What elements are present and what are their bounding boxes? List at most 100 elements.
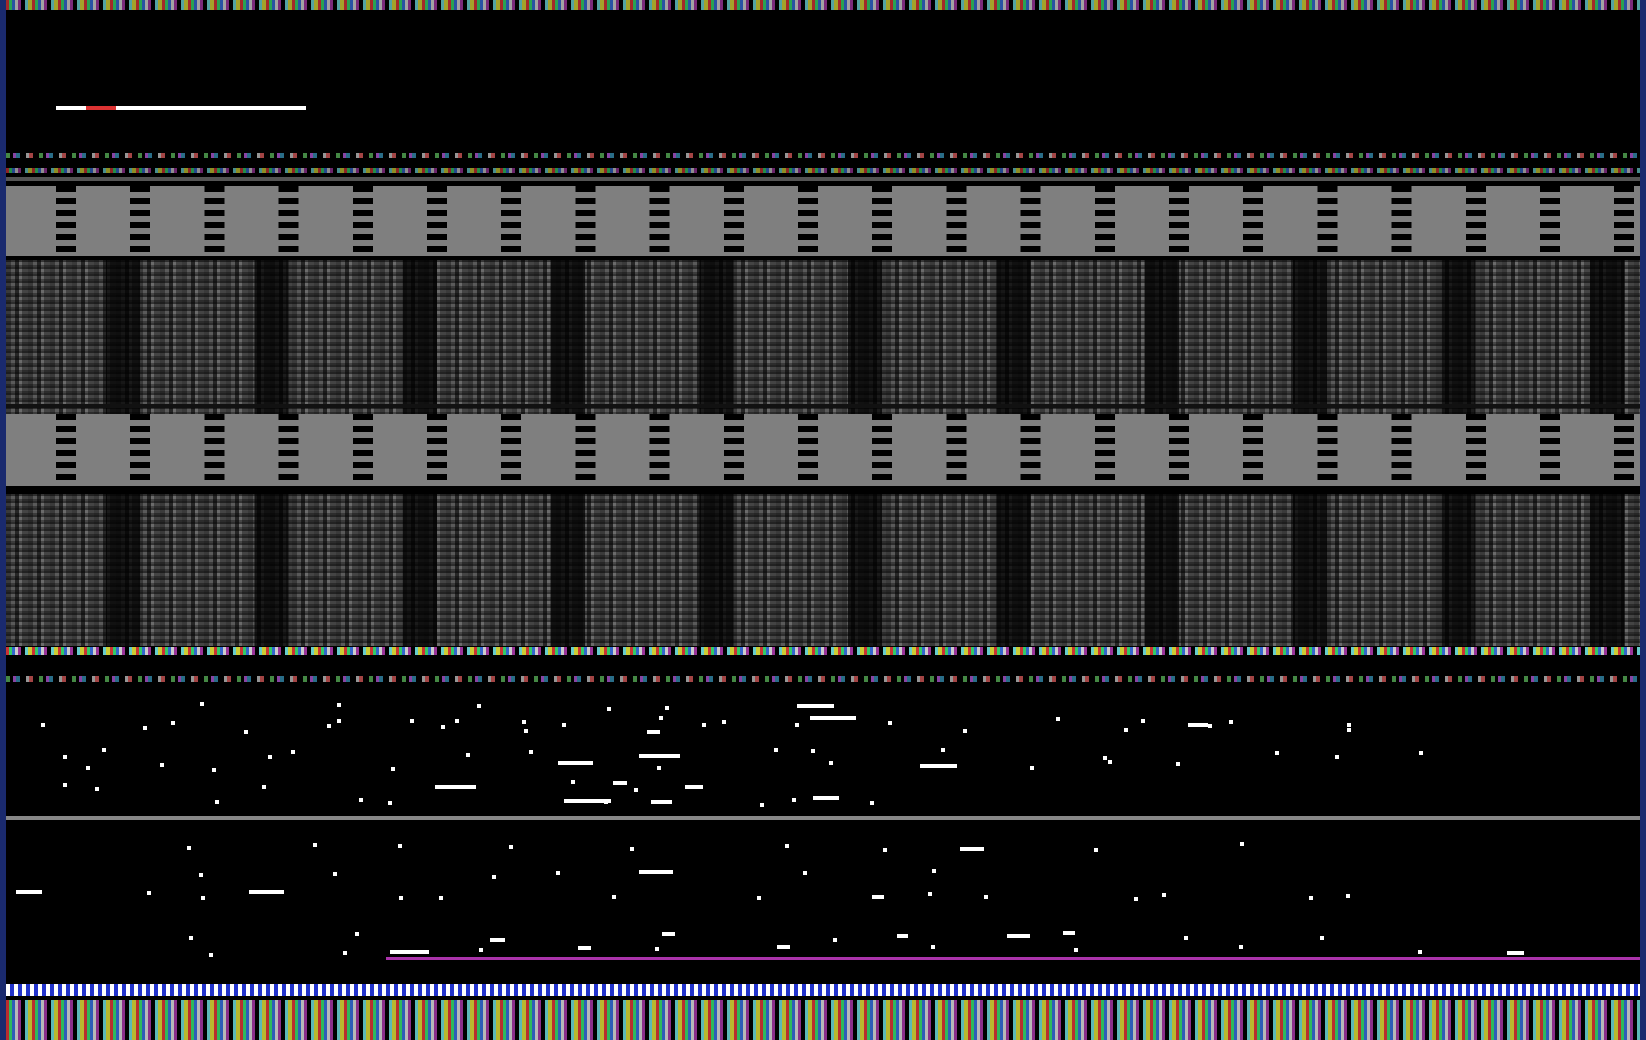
glitch-dot	[797, 703, 835, 708]
glitch-dot	[665, 705, 670, 710]
glitch-dot	[466, 753, 471, 758]
glitch-dot	[578, 945, 592, 950]
glitch-dot	[189, 935, 194, 940]
glitch-dot	[200, 701, 205, 706]
glitch-dot	[802, 870, 807, 875]
divider	[6, 177, 1640, 181]
glitch-dot	[16, 890, 43, 895]
glitch-dot	[662, 932, 676, 937]
glitch-dot	[398, 896, 403, 900]
glitch-dot	[1347, 723, 1352, 728]
glitch-dot	[410, 718, 415, 723]
glitch-dot	[336, 702, 341, 707]
glitch-dot	[630, 847, 635, 852]
glitch-dot	[1102, 755, 1107, 760]
glitch-dot	[1134, 897, 1138, 902]
noise-strip	[6, 676, 1640, 682]
glitch-dot	[143, 726, 148, 731]
glitch-dot	[1239, 945, 1244, 950]
glitch-dot	[1188, 722, 1209, 727]
glitch-dot	[327, 724, 332, 728]
glitch-dot	[658, 716, 663, 721]
glitch-dot	[390, 766, 395, 771]
glitch-dot	[332, 871, 337, 876]
glitch-dot	[1506, 951, 1524, 956]
glitch-dot	[639, 753, 681, 758]
glitch-dot	[312, 842, 317, 847]
glitch-dot	[479, 948, 484, 953]
glitch-dot	[354, 931, 359, 936]
glitch-dot	[441, 724, 446, 729]
glitch-dot	[521, 720, 526, 725]
glitch-dot	[358, 798, 363, 803]
glitch-dot	[564, 799, 612, 804]
glitch-dot	[777, 945, 790, 949]
glitch-dot	[638, 869, 673, 874]
glitch-dot	[606, 706, 611, 711]
glitch-dot	[211, 767, 216, 772]
glitch-dot	[435, 784, 476, 789]
glitch-dot	[1418, 950, 1423, 955]
glitch-dot	[342, 951, 347, 956]
glitch-dot	[812, 795, 840, 800]
glitch-dot	[1275, 751, 1280, 756]
glitch-dot	[809, 716, 857, 721]
glitch-dot	[489, 937, 505, 942]
glitch-dot	[651, 800, 673, 805]
dash-pattern	[6, 186, 1640, 256]
glitch-dot	[529, 749, 533, 754]
noise-strip	[6, 153, 1640, 158]
glitch-dot	[1056, 717, 1061, 722]
glitch-dot	[773, 748, 778, 753]
white-line	[56, 106, 306, 110]
glitch-dot	[1006, 933, 1030, 938]
texture-band	[6, 260, 1640, 415]
glitch-dot	[657, 766, 662, 771]
glitch-dot	[454, 719, 459, 724]
glitch-dot	[828, 761, 833, 766]
glitch-dot	[785, 843, 790, 848]
noise-strip	[6, 647, 1640, 655]
glitch-dot	[603, 799, 608, 804]
glitch-dot	[1183, 936, 1188, 941]
glitch-dot	[492, 874, 497, 879]
glitch-dot	[1175, 761, 1180, 766]
glitch-dot	[1208, 723, 1213, 728]
dot-layer	[6, 0, 1640, 1040]
glitch-dot	[897, 933, 909, 938]
glitch-dot	[291, 749, 296, 754]
glitch-dot	[390, 950, 430, 955]
noise-strip	[6, 0, 1640, 10]
glitch-dot	[63, 783, 68, 788]
glitch-dot	[932, 868, 937, 873]
glitch-dot	[756, 895, 761, 900]
glitch-dot	[811, 749, 816, 754]
glitch-dot	[1063, 930, 1075, 935]
glitch-dot	[561, 722, 566, 727]
stripe	[6, 984, 1640, 996]
glitch-dot	[1239, 841, 1244, 846]
glitch-dot	[870, 801, 875, 806]
glitch-dot	[1162, 893, 1167, 898]
glitch-dot	[557, 761, 594, 766]
glitch-dot	[962, 729, 967, 734]
glitch-dot	[63, 755, 68, 760]
glitch-dot	[1124, 728, 1129, 733]
glitch-dot	[931, 945, 936, 950]
glitch-dot	[941, 748, 946, 753]
glitch-dot	[1345, 894, 1350, 898]
glitch-dot	[1334, 755, 1339, 760]
noise-strip	[6, 1000, 1640, 1040]
glitch-dot	[883, 847, 888, 852]
glitch-dot	[795, 723, 800, 728]
glitch-dot	[201, 895, 206, 900]
glitch-dot	[388, 801, 393, 806]
glitch-dot	[555, 871, 560, 876]
noise-strip	[6, 168, 1640, 173]
glitch-dot	[439, 895, 444, 900]
glitch-dot	[1107, 760, 1112, 765]
glitch-dot	[398, 843, 402, 848]
red-mark	[86, 106, 116, 110]
glitch-dot	[101, 748, 106, 753]
glitch-dot	[960, 847, 985, 852]
